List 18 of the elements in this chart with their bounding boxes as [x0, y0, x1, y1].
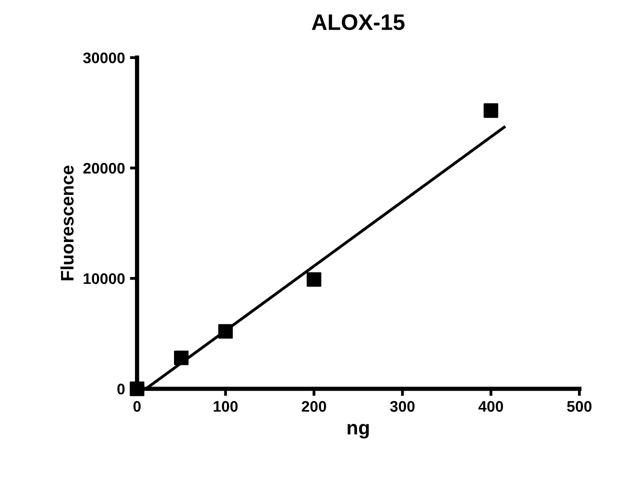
x-tick-label: 500 [567, 401, 592, 412]
y-tick-label: 20000 [83, 162, 125, 174]
y-tick-label: 10000 [84, 273, 125, 284]
point [218, 324, 233, 339]
y-axis-title: Fluorescence [60, 166, 74, 280]
y-tick-label: 30000 [83, 52, 125, 64]
point [484, 103, 498, 118]
x-tick-label: 300 [390, 401, 415, 412]
x-axis-title: ng [348, 424, 369, 439]
point [306, 272, 322, 287]
chart-title: ALOX-15 [312, 14, 405, 30]
x-tick-label: 100 [214, 401, 238, 412]
x-tick-label: 0 [133, 401, 141, 412]
x-tick-label: 400 [478, 401, 504, 412]
x-tick-label: 200 [302, 401, 326, 412]
point [130, 382, 144, 396]
y-tick-label: 0 [117, 384, 125, 394]
point [174, 350, 189, 366]
